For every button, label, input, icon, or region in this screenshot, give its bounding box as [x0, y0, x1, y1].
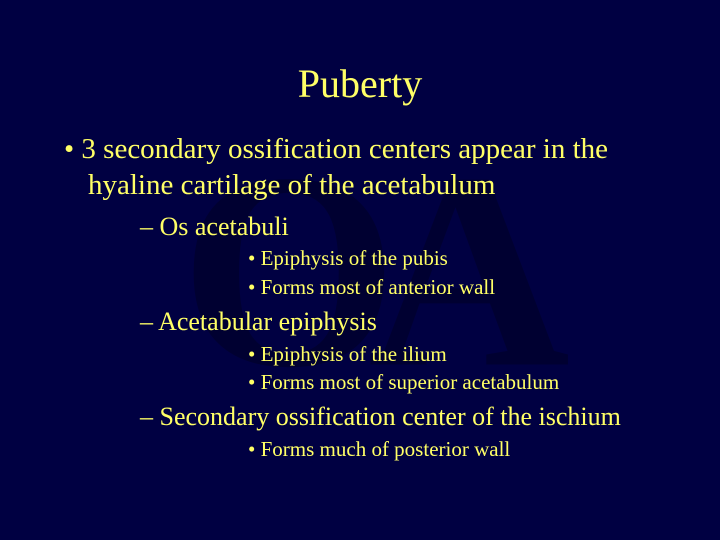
- bullet-l2c-text: Secondary ossification center of the isc…: [160, 402, 621, 431]
- bullet-l2b-text: Acetabular epiphysis: [158, 307, 377, 336]
- bullet-list-level3: Epiphysis of the ilium Forms most of sup…: [160, 341, 680, 397]
- bullet-l2c-3a-text: Forms much of posterior wall: [261, 437, 511, 461]
- bullet-l1: 3 secondary ossification centers appear …: [40, 131, 680, 463]
- bullet-list-level3: Epiphysis of the pubis Forms most of ant…: [160, 245, 680, 301]
- bullet-l2c-3a: Forms much of posterior wall: [160, 436, 680, 463]
- bullet-list-level3: Forms much of posterior wall: [160, 436, 680, 463]
- bullet-l2b-3a: Epiphysis of the ilium: [160, 341, 680, 368]
- bullet-l2a-3a-text: Epiphysis of the pubis: [261, 246, 448, 270]
- bullet-l2a-3a: Epiphysis of the pubis: [160, 245, 680, 272]
- bullet-l2b-3b: Forms most of superior acetabulum: [160, 369, 680, 396]
- bullet-l2a-text: Os acetabuli: [160, 212, 289, 241]
- bullet-l2c: Secondary ossification center of the isc…: [88, 400, 680, 463]
- bullet-l2a: Os acetabuli Epiphysis of the pubis Form…: [88, 210, 680, 301]
- bullet-l2b: Acetabular epiphysis Epiphysis of the il…: [88, 305, 680, 396]
- bullet-l2b-3b-text: Forms most of superior acetabulum: [261, 370, 560, 394]
- bullet-list-level2: Os acetabuli Epiphysis of the pubis Form…: [88, 210, 680, 464]
- slide-title: Puberty: [40, 60, 680, 107]
- bullet-l2a-3b: Forms most of anterior wall: [160, 274, 680, 301]
- bullet-l2b-3a-text: Epiphysis of the ilium: [261, 342, 447, 366]
- bullet-list-level1: 3 secondary ossification centers appear …: [40, 131, 680, 463]
- slide-content: Puberty 3 secondary ossification centers…: [0, 0, 720, 489]
- bullet-l2a-3b-text: Forms most of anterior wall: [261, 275, 495, 299]
- bullet-l1-text: 3 secondary ossification centers appear …: [81, 133, 608, 201]
